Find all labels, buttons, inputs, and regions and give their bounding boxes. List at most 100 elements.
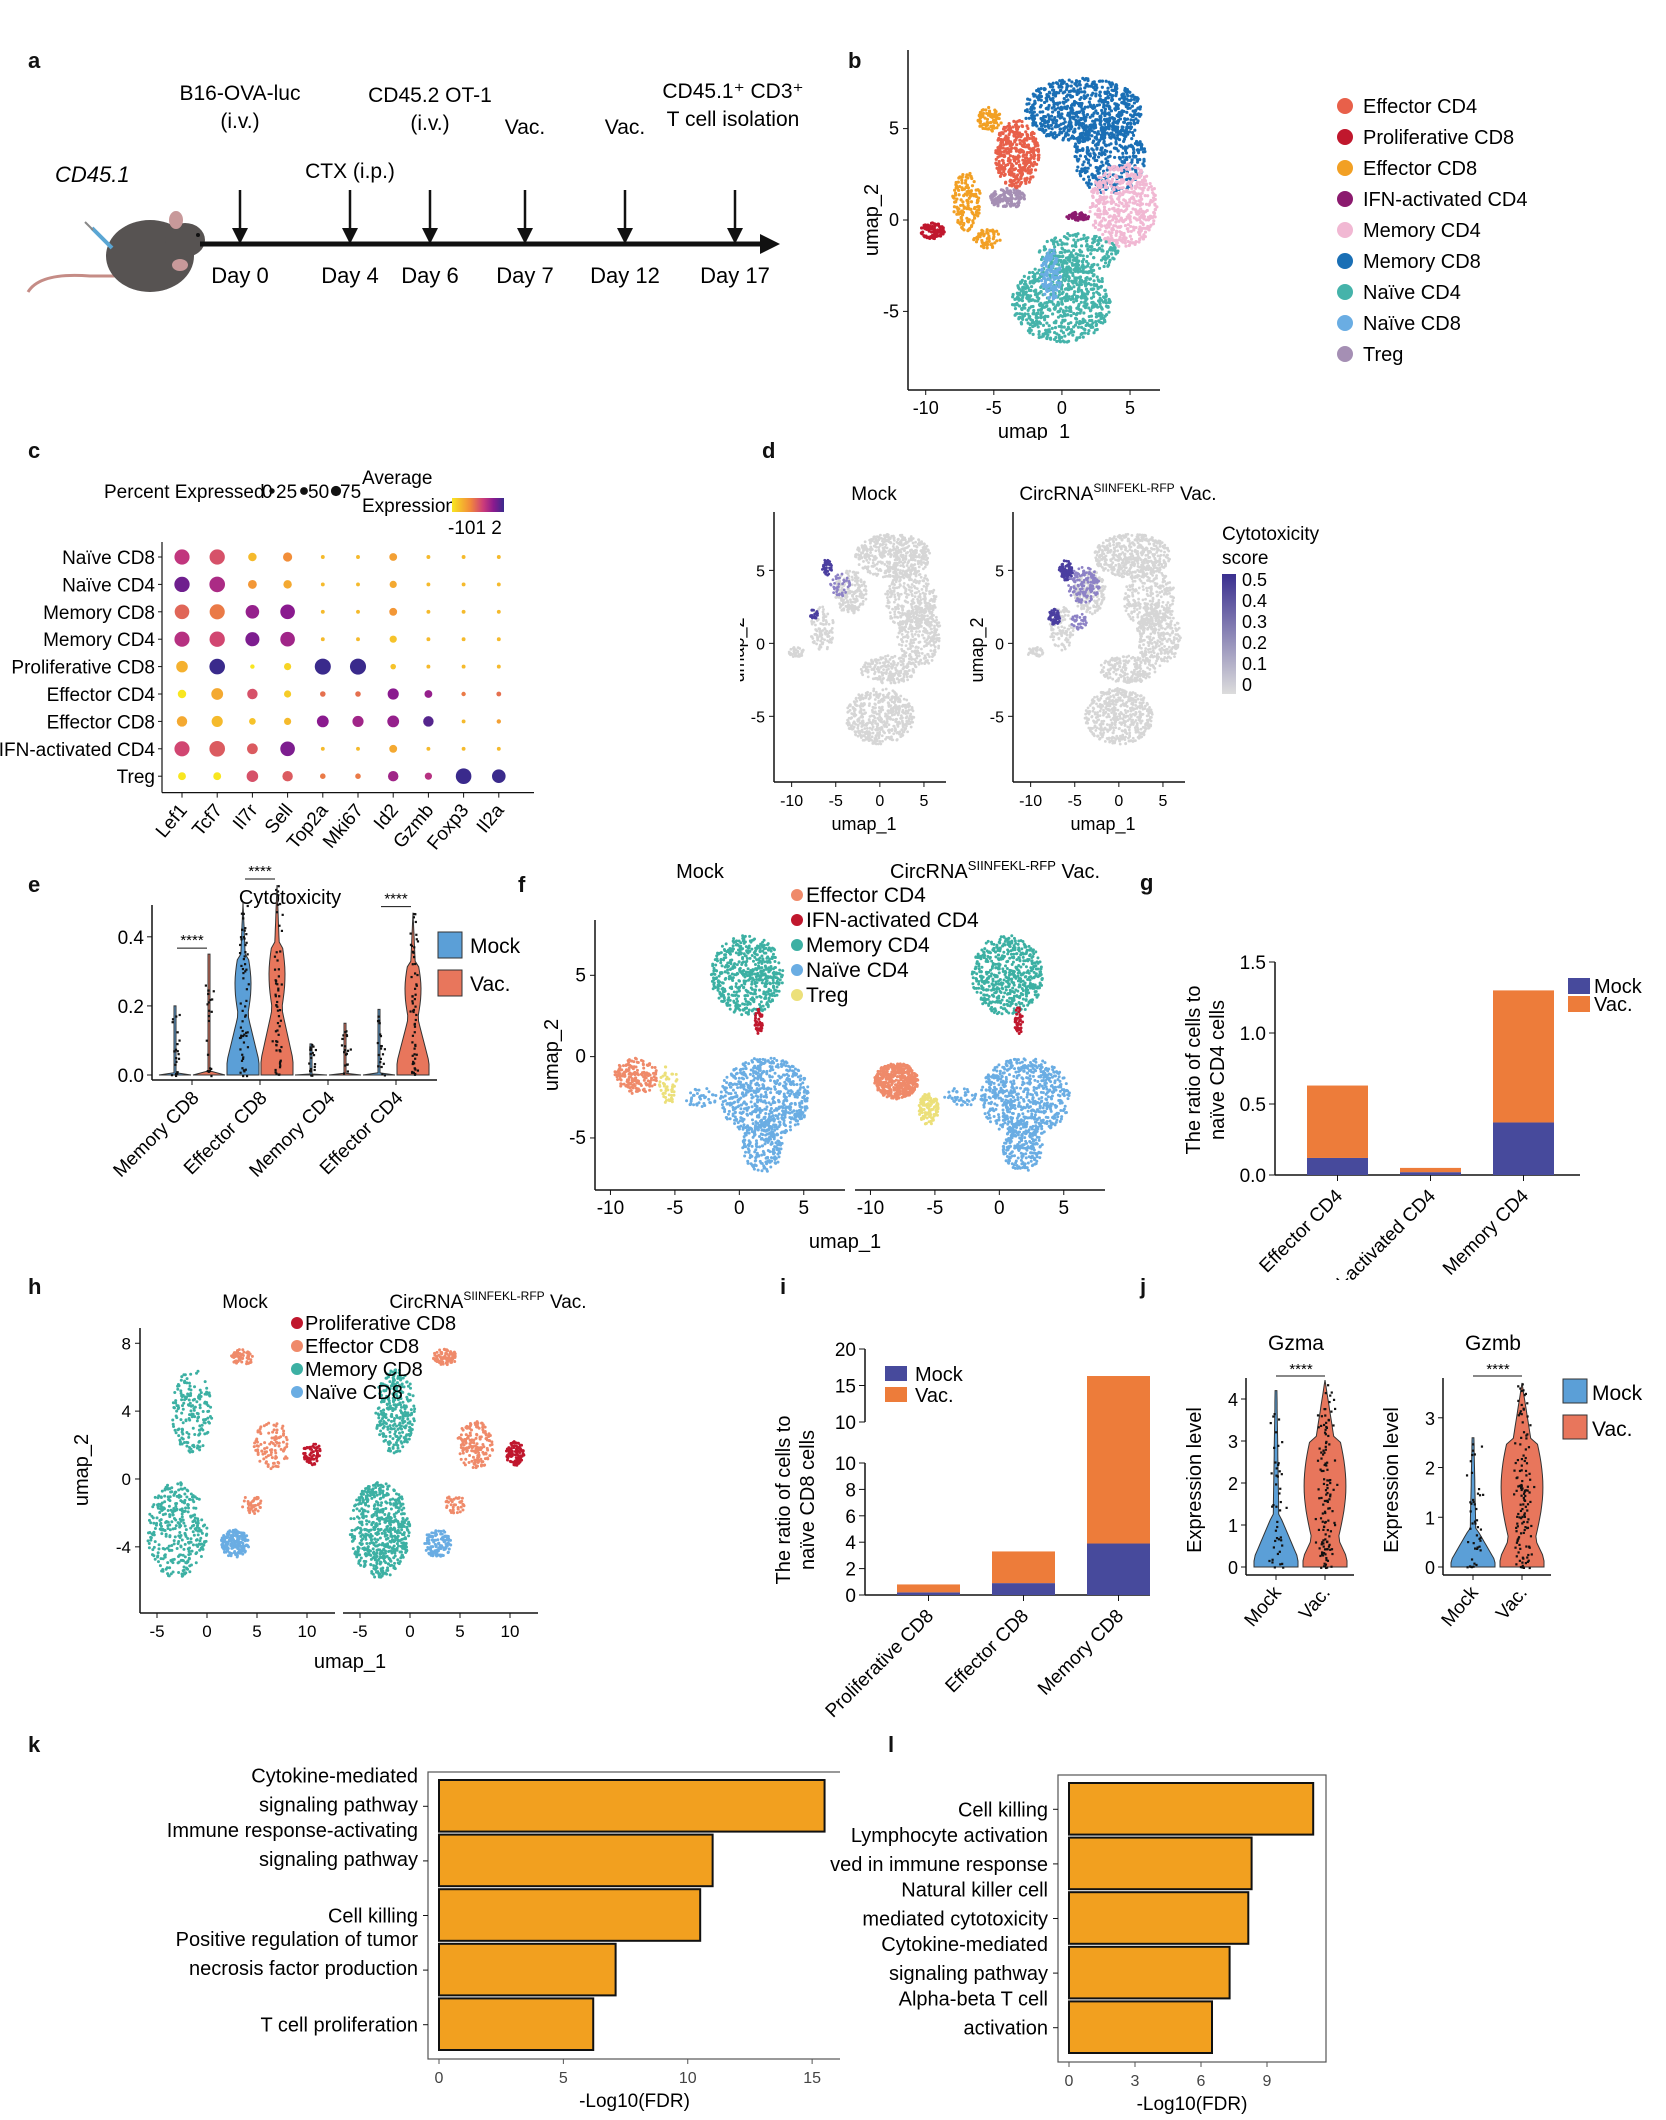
umap-point [982,246,986,250]
umap-point [894,573,898,577]
umap-point [1045,274,1049,278]
legend-label: Naïve CD4 [1363,282,1461,304]
umap-point [1018,280,1023,284]
umap-point [998,238,1002,242]
umap-point [1128,200,1132,204]
umap-point [1083,105,1087,109]
umap-point [1105,185,1109,189]
umap-point [861,566,865,570]
umap-point [1122,231,1126,236]
dot [209,576,225,593]
umap-point [1124,128,1128,132]
umap-point [879,560,882,564]
umap-point [933,224,937,229]
umap-point [1032,311,1036,315]
dot [496,691,502,697]
dot [461,664,466,669]
umap-point [1079,211,1084,215]
umap-point [1030,155,1034,159]
umap-point [1130,167,1134,171]
umap-point [1088,309,1093,313]
umap-point [997,133,1002,137]
umap-point [875,535,879,539]
umap-point [1103,261,1108,265]
umap-point [908,549,912,553]
umap-point [1097,93,1102,97]
umap-point [923,601,927,605]
umap-point [1027,270,1032,275]
umap-point [928,625,932,628]
umap-point [887,570,891,574]
umap-point [1048,248,1052,252]
umap-point [1101,191,1106,195]
umap-point [1103,257,1108,262]
umap-point [957,207,961,211]
umap-point [886,598,890,602]
umap-point [904,554,908,558]
umap-point [1049,281,1054,285]
umap-point [906,647,910,651]
panel-letter-l: l [888,1732,895,1757]
umap-point [1094,165,1098,170]
dot [424,772,432,780]
umap-point [909,590,913,594]
umap-point [1116,106,1120,111]
umap-point [1129,237,1134,241]
umap-point [958,221,962,226]
umap-point [871,561,875,565]
umap-point [1034,288,1038,292]
umap-point [1095,191,1100,195]
umap-point [892,547,896,550]
umap-point [1069,251,1073,255]
umap-point [1108,172,1112,177]
umap-point [1008,154,1012,158]
event-day-label: Day 6 [401,263,458,288]
umap-point [1096,130,1100,135]
umap-point [1127,180,1131,184]
umap-point [1082,296,1087,300]
umap-point [1135,98,1140,103]
umap-point [922,234,926,238]
umap-point [904,595,908,599]
umap-point [1058,116,1062,120]
color-legend-title: Expression [362,496,456,517]
umap-point [1017,315,1021,320]
umap-point [1029,107,1033,111]
dot [176,716,188,727]
umap-point [1099,98,1104,102]
dot [320,609,325,614]
panel-letter-f: f [518,872,526,897]
umap-point [1074,297,1078,302]
umap-point [1065,125,1069,129]
down-arrow-icon [727,228,743,244]
dot [245,605,260,619]
umap-point [1095,111,1100,116]
umap-point [967,189,971,193]
legend-label: Naïve CD8 [1363,313,1461,335]
umap-point [897,551,900,554]
umap-point [892,536,896,540]
umap-point [1100,151,1105,155]
umap-point [924,644,928,648]
umap-point [1048,308,1052,312]
umap-point [931,604,935,608]
umap-point [1128,130,1132,134]
umap-point [1079,325,1084,329]
umap-point [1028,281,1032,285]
umap-point [918,543,921,547]
umap-point [910,625,914,629]
umap-point [1115,126,1119,130]
umap-point [1095,147,1099,151]
umap-point [1030,298,1034,302]
umap-point [1091,176,1095,180]
umap-point [1084,239,1088,243]
umap-point [1073,276,1077,280]
dot [426,664,431,669]
umap-point [1075,336,1079,340]
umap-point [1013,307,1018,311]
umap-point [933,645,937,649]
umap-point [1142,217,1146,221]
umap-point [894,549,898,552]
umap-point [863,544,867,547]
umap-point [1135,202,1140,207]
